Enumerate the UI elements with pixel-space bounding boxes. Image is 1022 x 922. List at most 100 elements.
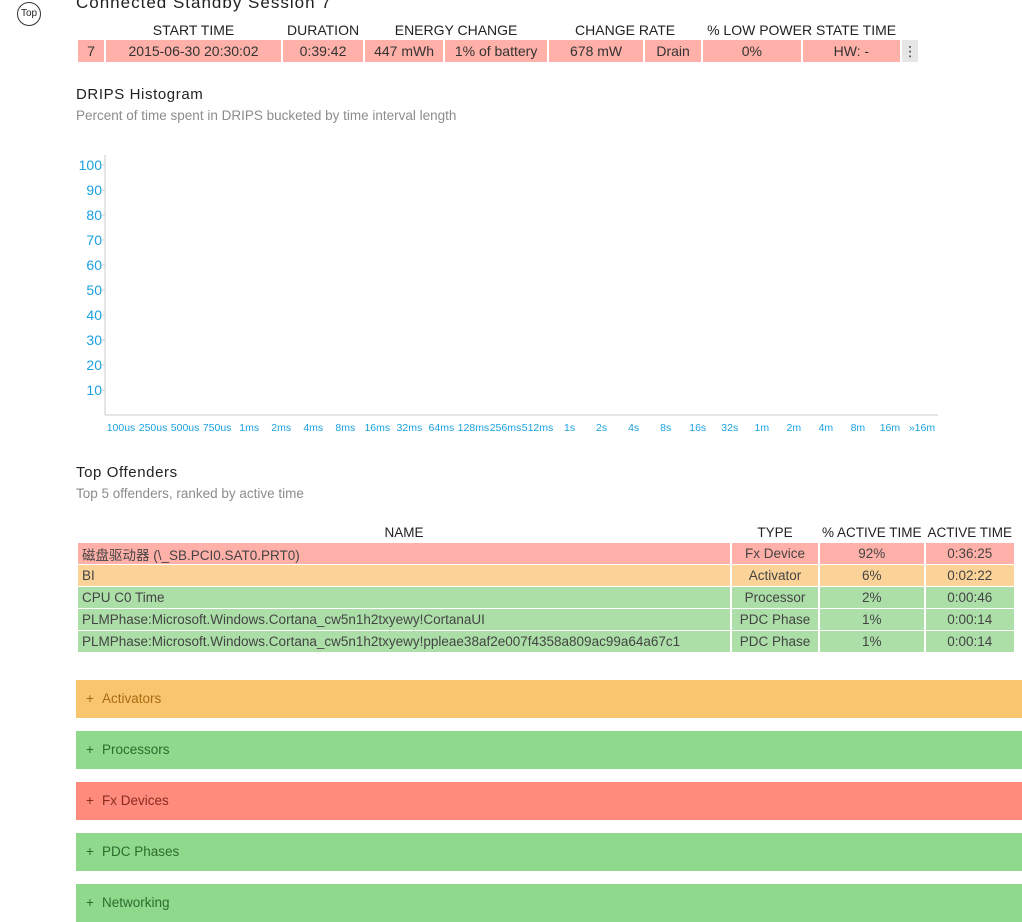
session-header-row: START TIME DURATION ENERGY CHANGE CHANGE…: [78, 20, 918, 40]
session-title: Connected Standby Session 7: [76, 0, 332, 12]
expand-plus-icon: +: [86, 691, 94, 706]
x-tick-label: 4m: [819, 422, 834, 434]
section-label: Networking: [102, 895, 170, 910]
table-row: PLMPhase:Microsoft.Windows.Cortana_cw5n1…: [78, 609, 1015, 630]
offender-type: Processor: [732, 587, 818, 608]
x-tick-label: 16s: [689, 422, 706, 434]
offender-name: PLMPhase:Microsoft.Windows.Cortana_cw5n1…: [78, 631, 730, 652]
section-activators[interactable]: + Activators: [76, 680, 1022, 718]
expand-plus-icon: +: [86, 742, 94, 757]
table-row: 磁盘驱动器 (\_SB.PCI0.SAT0.PRT0) Fx Device 92% 0…: [78, 543, 1015, 564]
x-tick-label: 2m: [787, 422, 802, 434]
offender-active-time: 0:36:25: [925, 543, 1015, 564]
y-tick-label: 10: [86, 382, 102, 398]
offender-active-pct: 1%: [820, 631, 924, 652]
section-fx-devices[interactable]: + Fx Devices: [76, 782, 1022, 820]
session-summary-table: START TIME DURATION ENERGY CHANGE CHANGE…: [76, 20, 920, 62]
offender-name: PLMPhase:Microsoft.Windows.Cortana_cw5n1…: [78, 609, 730, 630]
y-tick-label: 70: [86, 232, 102, 248]
section-pdc-phases[interactable]: + PDC Phases: [76, 833, 1022, 871]
y-tick-label: 100: [79, 157, 103, 173]
x-tick-label: 2ms: [271, 422, 291, 434]
x-tick-label: 8s: [660, 422, 671, 434]
col-header-active-pct: % ACTIVE TIME: [822, 524, 922, 540]
y-tick-label: 50: [86, 282, 102, 298]
col-header-energy-change: ENERGY CHANGE: [394, 22, 518, 38]
session-start-time: 2015-06-30 20:30:02: [106, 40, 281, 62]
top-button[interactable]: Top: [17, 2, 41, 26]
x-tick-label: 32s: [721, 422, 738, 434]
offenders-header-row: NAME TYPE % ACTIVE TIME ACTIVE TIME: [78, 522, 1014, 542]
col-header-low-power-time: % LOW POWER STATE TIME: [707, 22, 897, 38]
session-energy-mwh: 447 mWh: [365, 40, 444, 62]
section-label: Fx Devices: [102, 793, 169, 808]
x-tick-label: 1ms: [239, 422, 259, 434]
offender-active-time: 0:02:22: [925, 565, 1015, 586]
offenders-title: Top Offenders: [76, 464, 178, 481]
x-tick-label: 4s: [628, 422, 639, 434]
offender-type: Fx Device: [732, 543, 818, 564]
y-tick-label: 60: [86, 257, 102, 273]
section-processors[interactable]: + Processors: [76, 731, 1022, 769]
offender-type: PDC Phase: [732, 609, 818, 630]
offender-name: CPU C0 Time: [78, 587, 730, 608]
y-tick-label: 90: [86, 182, 102, 198]
x-tick-label: 64ms: [429, 422, 455, 434]
x-tick-label: 1m: [754, 422, 769, 434]
offender-active-pct: 1%: [820, 609, 924, 630]
x-tick-label: »16m: [909, 422, 936, 434]
y-tick-label: 80: [86, 207, 102, 223]
session-low-power-pct: 0%: [703, 40, 801, 62]
session-index: 7: [78, 40, 104, 62]
offender-active-pct: 2%: [820, 587, 924, 608]
histogram-subtitle: Percent of time spent in DRIPS bucketed …: [76, 108, 457, 123]
offender-type: PDC Phase: [732, 631, 818, 652]
offender-name: 磁盘驱动器 (\_SB.PCI0.SAT0.PRT0): [78, 543, 730, 564]
x-tick-label: 16m: [880, 422, 901, 434]
offenders-subtitle: Top 5 offenders, ranked by active time: [76, 486, 304, 501]
x-tick-label: 100us: [107, 422, 136, 434]
histogram-title: DRIPS Histogram: [76, 86, 204, 103]
session-row: 7 2015-06-30 20:30:02 0:39:42 447 mWh 1%…: [78, 40, 919, 62]
col-header-start-time: START TIME: [152, 22, 235, 38]
y-tick-label: 30: [86, 332, 102, 348]
offender-active-time: 0:00:14: [925, 609, 1015, 630]
x-tick-label: 2s: [596, 422, 607, 434]
offender-active-time: 0:00:14: [925, 631, 1015, 652]
x-tick-label: 256ms: [490, 422, 522, 434]
offender-name: BI: [78, 565, 730, 586]
x-tick-label: 8ms: [335, 422, 355, 434]
y-tick-label: 20: [86, 357, 102, 373]
drips-histogram-chart: 10 20 30 40 50 60 70 80 90 100 100us 250us 500us 750u…: [79, 155, 938, 434]
x-tick-label: 1s: [564, 422, 575, 434]
table-row: CPU C0 Time Processor 2% 0:00:46: [78, 587, 1015, 608]
top-offenders-table: NAME TYPE % ACTIVE TIME ACTIVE TIME 磁盘驱动…: [76, 521, 1016, 653]
expand-plus-icon: +: [86, 793, 94, 808]
table-row: BI Activator 6% 0:02:22: [78, 565, 1015, 586]
session-energy-battery: 1% of battery: [445, 40, 548, 62]
col-header-name: NAME: [384, 524, 424, 540]
x-tick-label: 16ms: [364, 422, 390, 434]
session-drain: Drain: [645, 40, 702, 62]
table-row: PLMPhase:Microsoft.Windows.Cortana_cw5n1…: [78, 631, 1015, 652]
session-duration: 0:39:42: [283, 40, 364, 62]
offender-active-pct: 92%: [820, 543, 924, 564]
more-vertical-icon[interactable]: ⋮: [902, 40, 919, 62]
x-tick-label: 250us: [139, 422, 168, 434]
x-tick-label: 32ms: [397, 422, 423, 434]
col-header-active-time: ACTIVE TIME: [927, 524, 1013, 540]
offender-active-pct: 6%: [820, 565, 924, 586]
session-change-rate: 678 mW: [549, 40, 644, 62]
x-tick-label: 500us: [171, 422, 200, 434]
col-header-duration: DURATION: [287, 22, 360, 38]
x-tick-label: 512ms: [522, 422, 554, 434]
y-tick-label: 40: [86, 307, 102, 323]
section-label: Activators: [102, 691, 162, 706]
col-header-change-rate: CHANGE RATE: [575, 22, 676, 38]
x-tick-label: 750us: [203, 422, 232, 434]
section-label: PDC Phases: [102, 844, 180, 859]
offender-active-time: 0:00:46: [925, 587, 1015, 608]
section-label: Processors: [102, 742, 170, 757]
expand-plus-icon: +: [86, 895, 94, 910]
section-networking[interactable]: + Networking: [76, 884, 1022, 922]
